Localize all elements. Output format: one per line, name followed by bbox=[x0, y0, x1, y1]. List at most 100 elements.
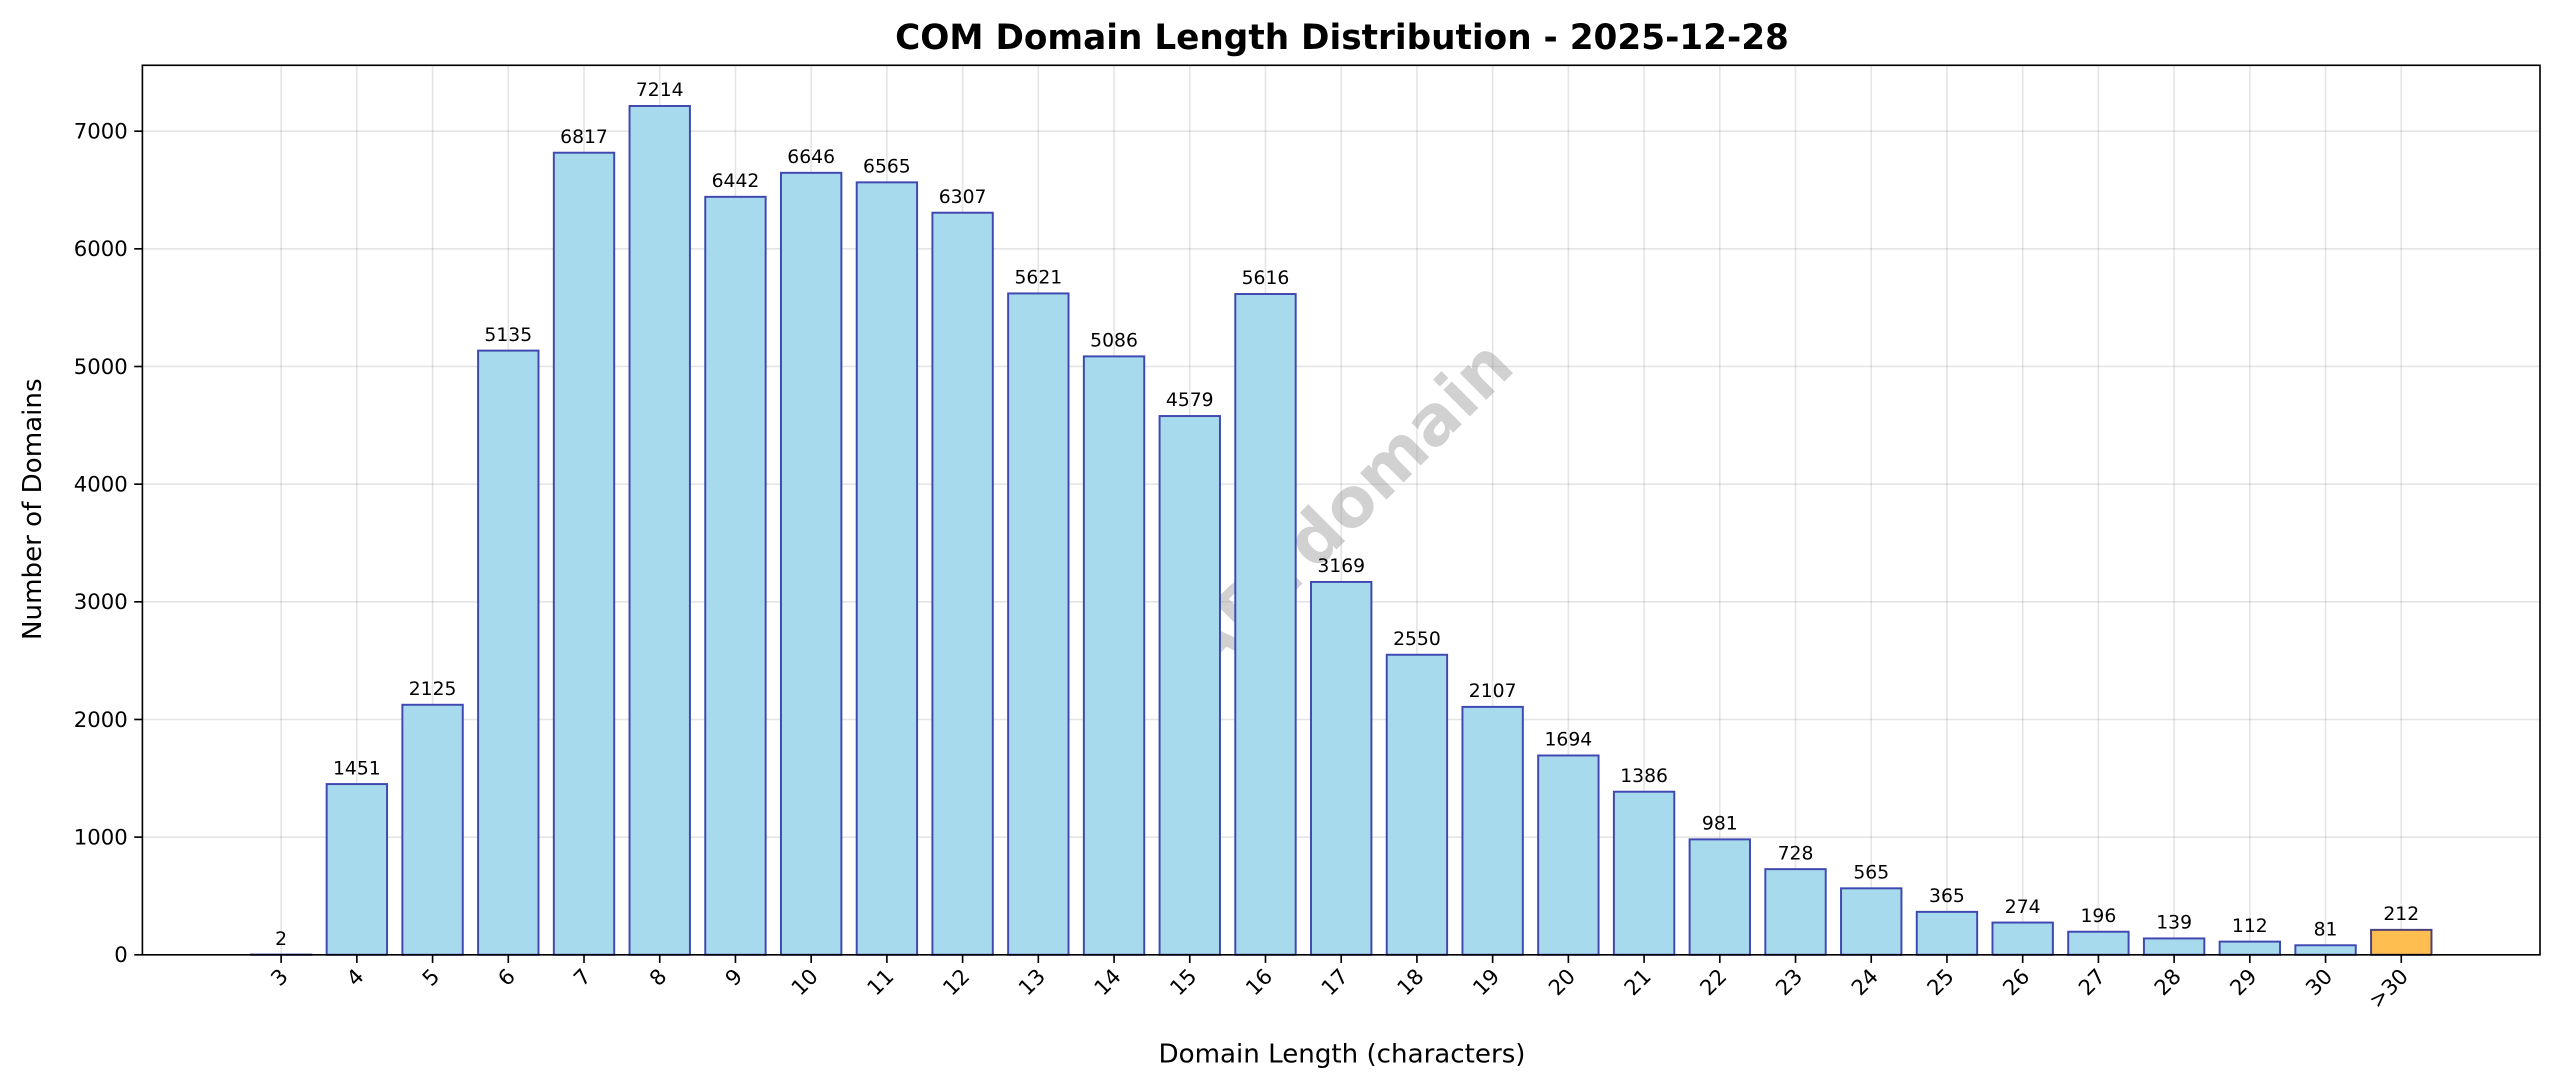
data-label-23: 728 bbox=[1778, 843, 1814, 864]
data-label-27: 196 bbox=[2080, 906, 2116, 927]
bar-23 bbox=[1764, 868, 1827, 956]
x-tick-label: 28 bbox=[2150, 964, 2187, 1001]
x-tick-label: 29 bbox=[2225, 964, 2262, 1001]
x-tick-label: 3 bbox=[266, 964, 293, 991]
bar-24 bbox=[1840, 887, 1903, 956]
x-tick-label: 15 bbox=[1165, 964, 1202, 1001]
x-tick-label: 25 bbox=[1923, 964, 1960, 1001]
bar-19 bbox=[1461, 705, 1524, 956]
y-tick-label: 7000 bbox=[74, 120, 128, 145]
data-label-10: 6646 bbox=[787, 147, 835, 168]
x-axis-label: Domain Length (characters) bbox=[1159, 1040, 1526, 1070]
x-tick-label: 6 bbox=[493, 964, 520, 991]
bar-15 bbox=[1158, 415, 1221, 956]
x-tick-label: 16 bbox=[1241, 964, 1278, 1001]
bar-8 bbox=[628, 105, 691, 956]
chart-title: COM Domain Length Distribution - 2025-12… bbox=[895, 18, 1789, 58]
data-label-19: 2107 bbox=[1469, 681, 1517, 702]
x-tick-label: 23 bbox=[1771, 964, 1808, 1001]
bar-22 bbox=[1688, 838, 1751, 956]
bar-13 bbox=[1007, 292, 1070, 956]
data-label-16: 5616 bbox=[1242, 268, 1290, 289]
x-tick-label: 21 bbox=[1620, 964, 1657, 1001]
x-tick-label: 10 bbox=[787, 964, 824, 1001]
bar-11 bbox=[855, 181, 919, 956]
x-tick-label: 24 bbox=[1847, 964, 1884, 1001]
bar-7 bbox=[552, 151, 616, 956]
bar-28 bbox=[2142, 937, 2206, 956]
data-label-24: 565 bbox=[1853, 863, 1889, 884]
data-label-6: 5135 bbox=[484, 325, 532, 346]
data-label-20: 1694 bbox=[1545, 730, 1593, 751]
data-label-5: 2125 bbox=[409, 679, 457, 700]
y-tick-label: 1000 bbox=[74, 825, 128, 850]
x-axis-ticks: 3 4 5 6 7 8 9 10 11 12 13 14 15 16 17 18 19 20 21 22 23 24 25 2… bbox=[266, 954, 2414, 1014]
data-label-9: 6442 bbox=[712, 171, 760, 192]
x-tick-label: 8 bbox=[645, 964, 672, 991]
x-tick-label: 13 bbox=[1014, 964, 1051, 1001]
data-label-7: 6817 bbox=[560, 127, 608, 148]
x-tick-label: 12 bbox=[938, 964, 975, 1001]
bar-9 bbox=[704, 195, 767, 956]
data-label-4: 1451 bbox=[333, 758, 381, 779]
data-label-25: 365 bbox=[1929, 886, 1965, 907]
x-tick-label: 17 bbox=[1317, 964, 1354, 1001]
data-label-29: 112 bbox=[2232, 916, 2268, 937]
data-label-8: 7214 bbox=[636, 80, 684, 101]
y-tick-label: 4000 bbox=[74, 473, 128, 498]
data-labels: 2 1451 2125 5135 6817 7214 6442 6646 6565 6307 562… bbox=[275, 80, 2419, 950]
bar-5 bbox=[401, 703, 464, 956]
data-label-22: 981 bbox=[1702, 814, 1738, 835]
x-tick-label: 30 bbox=[2301, 964, 2338, 1001]
bar-29 bbox=[2218, 940, 2282, 956]
data-label->30: 212 bbox=[2383, 904, 2419, 925]
x-tick-label: 4 bbox=[342, 964, 369, 991]
data-label-30: 81 bbox=[2314, 919, 2338, 940]
bar-12 bbox=[931, 211, 994, 956]
x-tick-label: 27 bbox=[2074, 964, 2111, 1001]
bar-14 bbox=[1082, 355, 1146, 956]
data-label-18: 2550 bbox=[1393, 629, 1441, 650]
bar-25 bbox=[1915, 910, 1979, 956]
y-tick-label: 3000 bbox=[74, 590, 128, 615]
bar-20 bbox=[1537, 754, 1600, 956]
x-tick-label: 26 bbox=[1998, 964, 2035, 1001]
y-tick-label: 0 bbox=[114, 943, 127, 968]
y-tick-label: 5000 bbox=[74, 355, 128, 380]
data-label-12: 6307 bbox=[939, 187, 987, 208]
bar->30 bbox=[2370, 928, 2433, 956]
bar-30 bbox=[2294, 944, 2357, 956]
data-label-26: 274 bbox=[2005, 897, 2041, 918]
bar-16 bbox=[1234, 293, 1297, 956]
bars bbox=[249, 105, 2433, 956]
data-label-28: 139 bbox=[2156, 913, 2192, 934]
bar-21 bbox=[1612, 790, 1676, 956]
data-label-15: 4579 bbox=[1166, 390, 1214, 411]
bar-17 bbox=[1310, 580, 1373, 956]
data-label-3: 2 bbox=[275, 929, 287, 950]
data-label-17: 3169 bbox=[1317, 556, 1365, 577]
x-tick-label: >30 bbox=[2364, 964, 2413, 1013]
bar-26 bbox=[1991, 921, 2054, 956]
bar-4 bbox=[325, 783, 389, 956]
y-tick-label: 2000 bbox=[74, 708, 128, 733]
data-label-11: 6565 bbox=[863, 157, 911, 178]
data-label-21: 1386 bbox=[1620, 766, 1668, 787]
x-tick-label: 5 bbox=[418, 964, 445, 991]
x-tick-label: 7 bbox=[569, 964, 596, 991]
x-tick-label: 9 bbox=[721, 964, 748, 991]
x-tick-label: 11 bbox=[863, 964, 900, 1001]
bar-6 bbox=[477, 349, 540, 956]
data-label-13: 5621 bbox=[1014, 268, 1062, 289]
x-tick-label: 14 bbox=[1090, 964, 1127, 1001]
bar-10 bbox=[779, 171, 843, 956]
y-axis-label: Number of Domains bbox=[18, 378, 48, 640]
bar-27 bbox=[2067, 930, 2130, 956]
data-label-14: 5086 bbox=[1090, 331, 1138, 352]
y-axis-ticks: 0 1000 2000 3000 4000 5000 6000 7000 bbox=[74, 120, 143, 968]
x-tick-label: 20 bbox=[1544, 964, 1581, 1001]
x-tick-label: 19 bbox=[1468, 964, 1505, 1001]
y-tick-label: 6000 bbox=[74, 237, 128, 262]
bar-18 bbox=[1385, 653, 1449, 956]
